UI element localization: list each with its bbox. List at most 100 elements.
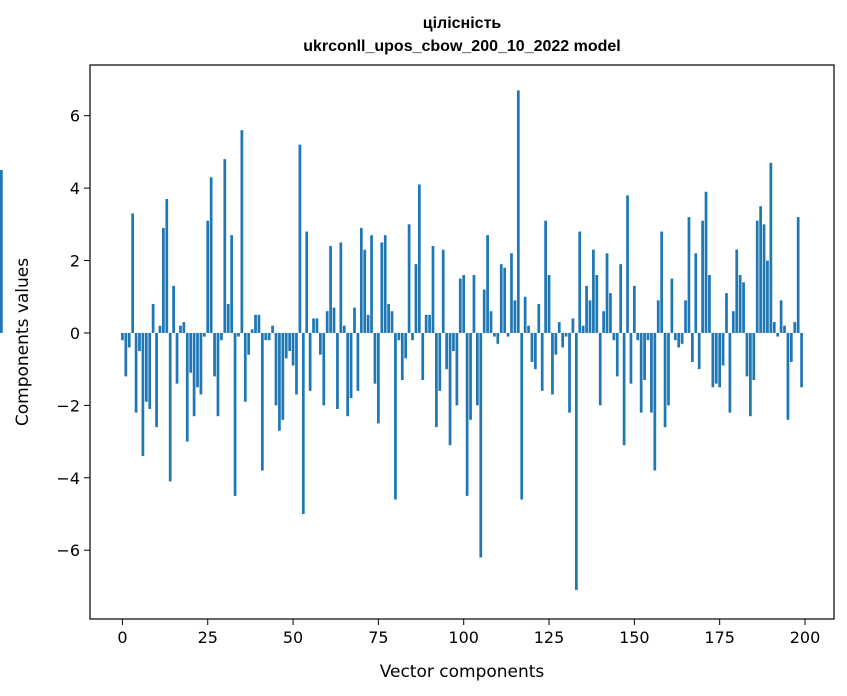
bar-37 xyxy=(247,332,251,355)
bar-68 xyxy=(353,307,356,333)
bar-79 xyxy=(390,311,394,333)
bar-14 xyxy=(168,332,172,482)
bar-196 xyxy=(789,332,793,362)
bar-134 xyxy=(578,231,582,333)
bar-135 xyxy=(581,325,585,333)
bar-1 xyxy=(124,332,128,377)
bar-156 xyxy=(653,332,657,471)
bar-96 xyxy=(448,332,452,446)
bar-184 xyxy=(749,332,752,417)
bar-143 xyxy=(609,293,612,333)
chart-subtitle: ukrconll_upos_cbow_200_10_2022 model xyxy=(303,38,620,55)
bar-116 xyxy=(516,90,520,333)
bar-114 xyxy=(510,253,513,333)
bar-148 xyxy=(626,195,629,333)
bar-161 xyxy=(670,278,674,333)
bar-56 xyxy=(312,318,315,333)
bar-194 xyxy=(783,325,786,333)
bar-107 xyxy=(486,235,489,333)
bar-26 xyxy=(209,177,213,333)
bar-75 xyxy=(377,332,380,424)
bar-197 xyxy=(793,322,797,333)
bar-91 xyxy=(431,246,435,333)
bar-49 xyxy=(288,332,292,352)
bar-182 xyxy=(742,282,745,333)
bar-122 xyxy=(537,303,541,333)
bar-50 xyxy=(291,332,295,366)
bar-147 xyxy=(622,332,626,446)
bar-55 xyxy=(308,332,312,391)
bar-89 xyxy=(424,314,428,333)
bar-70 xyxy=(359,227,363,333)
bar-141 xyxy=(602,311,605,333)
bar-81 xyxy=(397,332,401,341)
bar-124 xyxy=(544,220,547,333)
bar-136 xyxy=(585,285,588,333)
bar-48 xyxy=(284,332,288,359)
bar-125 xyxy=(547,275,551,333)
bar-99 xyxy=(458,278,462,333)
bar-88 xyxy=(421,332,425,381)
bar-171 xyxy=(704,191,708,333)
bar-166 xyxy=(687,217,691,333)
bar-23 xyxy=(199,332,203,395)
x-tick-label: 100 xyxy=(448,628,479,647)
bar-31 xyxy=(226,303,230,333)
bar-59 xyxy=(322,332,326,406)
bar-4 xyxy=(134,332,138,413)
bar-67 xyxy=(349,332,353,399)
bar-110 xyxy=(496,332,500,344)
bar-53 xyxy=(301,332,305,514)
bar-77 xyxy=(383,235,387,333)
bar-190 xyxy=(769,162,773,333)
bar-27 xyxy=(213,332,216,377)
bar-186 xyxy=(755,220,759,333)
bar-29 xyxy=(220,332,223,341)
bar-185 xyxy=(752,332,756,381)
bar-69 xyxy=(356,332,360,391)
bar-172 xyxy=(708,275,711,333)
bar-63 xyxy=(336,332,339,409)
bar-130 xyxy=(564,332,568,337)
bar-126 xyxy=(551,332,554,395)
bar-183 xyxy=(745,332,749,377)
bar-139 xyxy=(595,275,599,333)
bar-28 xyxy=(216,332,220,417)
bar-144 xyxy=(612,332,616,341)
bar-86 xyxy=(414,264,418,333)
bar-162 xyxy=(673,332,677,341)
bar-44 xyxy=(271,325,274,333)
bar-198 xyxy=(796,217,800,333)
bar-80 xyxy=(394,332,397,500)
bar-35 xyxy=(240,130,244,333)
bars-group xyxy=(0,90,803,591)
bar-108 xyxy=(489,311,493,333)
bar-21 xyxy=(192,332,196,417)
bar-123 xyxy=(540,332,544,391)
x-tick-label: 0 xyxy=(117,628,127,647)
bar-170 xyxy=(701,220,704,333)
bar-119 xyxy=(527,325,530,333)
bar-153 xyxy=(643,332,646,381)
bar-174 xyxy=(714,332,718,384)
bar-73 xyxy=(370,235,373,333)
bar-25 xyxy=(206,220,210,333)
bar-179 xyxy=(731,311,735,333)
bar-3 xyxy=(131,213,135,333)
bar-51 xyxy=(295,332,298,395)
bar-152 xyxy=(639,332,643,413)
bar-32 xyxy=(230,235,233,333)
bar-42 xyxy=(264,332,268,341)
bar-105 xyxy=(479,332,483,558)
bar-5 xyxy=(138,332,141,352)
bar-13 xyxy=(165,198,169,333)
bar-191 xyxy=(772,322,776,333)
bar-20 xyxy=(189,332,193,373)
bar-165 xyxy=(684,300,687,333)
bar-34 xyxy=(237,332,240,337)
bar-142 xyxy=(605,253,609,333)
bar-22 xyxy=(196,332,199,388)
bar-58 xyxy=(319,332,322,355)
bar-167 xyxy=(691,332,694,362)
bar-43 xyxy=(267,332,271,341)
